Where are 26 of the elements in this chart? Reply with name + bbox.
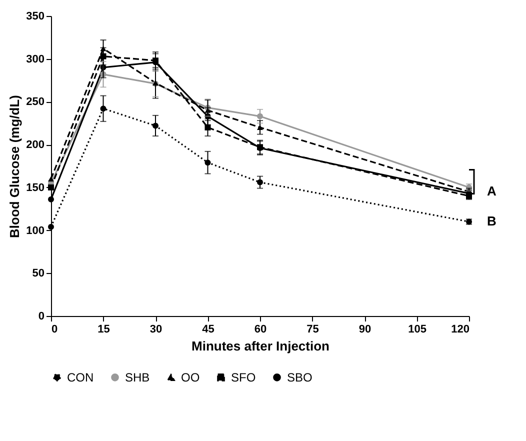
- x-tick-label: 0: [52, 324, 58, 336]
- x-tick-label: 105: [408, 324, 426, 336]
- x-tick-label: 60: [254, 324, 267, 336]
- x-tick-label: 75: [306, 324, 319, 336]
- x-tick-label: 45: [202, 324, 214, 336]
- annotation: B: [487, 214, 496, 229]
- x-tick-label: 120: [451, 324, 470, 336]
- y-tick-label: 300: [26, 53, 44, 66]
- legend-label: OO: [181, 370, 200, 384]
- legend-label: SHB: [125, 370, 150, 384]
- annotation: A: [487, 184, 497, 199]
- legend-label: SBO: [287, 370, 312, 384]
- x-tick-label: 30: [150, 324, 162, 336]
- legend-label: SFO: [231, 370, 256, 384]
- y-tick-label: 150: [26, 182, 44, 194]
- y-axis-title: Blood Glucose (mg/dL): [7, 95, 22, 238]
- x-tick-label: 15: [98, 324, 110, 336]
- x-axis-title: Minutes after Injection: [192, 338, 330, 354]
- y-tick-label: 350: [26, 10, 44, 22]
- y-tick-label: 50: [32, 268, 44, 280]
- legend-label: CON: [67, 370, 94, 384]
- y-tick-label: 100: [26, 224, 44, 237]
- x-tick-label: 90: [358, 324, 372, 336]
- y-tick-label: 0: [38, 310, 44, 322]
- y-tick-label: 200: [26, 139, 44, 152]
- y-tick-label: 250: [26, 96, 44, 108]
